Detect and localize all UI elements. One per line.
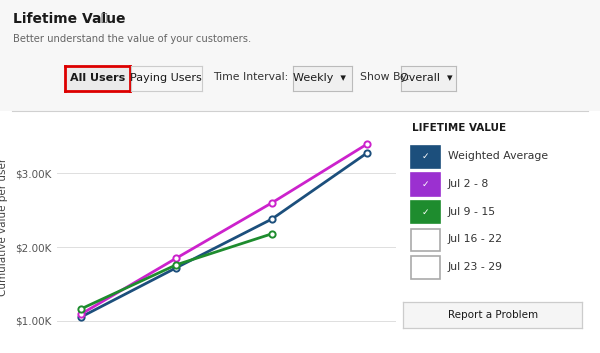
Text: Jul 2 - 8: Jul 2 - 8 xyxy=(448,179,489,189)
Text: Report a Problem: Report a Problem xyxy=(448,310,538,320)
Text: Time Interval:: Time Interval: xyxy=(213,72,288,82)
Text: Better understand the value of your customers.: Better understand the value of your cust… xyxy=(13,34,251,43)
Text: Overall  ▾: Overall ▾ xyxy=(400,73,452,83)
Text: ✓: ✓ xyxy=(422,180,429,189)
FancyBboxPatch shape xyxy=(410,173,440,196)
Text: Weighted Average: Weighted Average xyxy=(448,151,548,161)
Text: Weekly  ▾: Weekly ▾ xyxy=(293,73,346,83)
FancyBboxPatch shape xyxy=(410,256,440,279)
Text: ⓘ: ⓘ xyxy=(101,13,107,23)
Text: LIFETIME VALUE: LIFETIME VALUE xyxy=(412,124,506,133)
FancyBboxPatch shape xyxy=(410,145,440,168)
FancyBboxPatch shape xyxy=(410,229,440,251)
Text: All Users: All Users xyxy=(70,73,125,83)
Text: ✓: ✓ xyxy=(422,152,429,161)
Y-axis label: Cumulative value per user: Cumulative value per user xyxy=(0,158,8,296)
Text: Jul 9 - 15: Jul 9 - 15 xyxy=(448,207,496,217)
Text: Paying Users: Paying Users xyxy=(130,73,202,83)
Text: Lifetime Value: Lifetime Value xyxy=(13,12,126,26)
Text: ✓: ✓ xyxy=(422,208,429,217)
FancyBboxPatch shape xyxy=(410,201,440,223)
Text: Jul 16 - 22: Jul 16 - 22 xyxy=(448,234,503,244)
Text: Show By:: Show By: xyxy=(360,72,410,82)
Text: Jul 23 - 29: Jul 23 - 29 xyxy=(448,262,503,272)
